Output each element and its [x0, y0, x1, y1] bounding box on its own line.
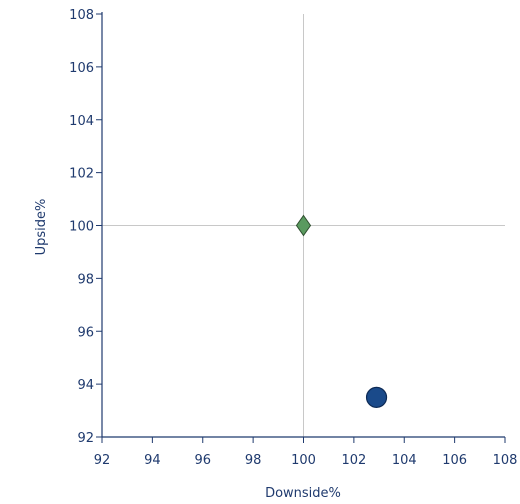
x-tick-label: 106 — [442, 453, 467, 468]
y-tick-label: 104 — [69, 114, 94, 129]
ticks: 92 94 96 98 100 102 104 106 108 92 94 96 98 100 102 104… — [69, 8, 517, 468]
x-tick-label: 96 — [194, 453, 211, 468]
x-tick-label: 104 — [392, 453, 417, 468]
x-tick-label: 100 — [291, 453, 316, 468]
y-axis-title: Upside% — [34, 199, 49, 256]
x-tick-label: 108 — [493, 453, 518, 468]
y-tick-label: 98 — [77, 272, 94, 287]
data-point-circle — [365, 386, 388, 408]
y-tick-label: 108 — [69, 8, 94, 23]
x-axis-title: Downside% — [265, 486, 341, 501]
y-tick-label: 106 — [69, 61, 94, 76]
x-tick-label: 94 — [144, 453, 161, 468]
data-point-diamond — [295, 214, 312, 237]
y-tick-label: 102 — [69, 167, 94, 182]
x-tick-label: 92 — [94, 453, 111, 468]
y-tick-label: 100 — [69, 220, 94, 235]
x-tick-label: 98 — [245, 453, 262, 468]
data-points — [295, 214, 388, 408]
y-tick-label: 96 — [77, 325, 94, 340]
y-tick-label: 92 — [77, 431, 94, 446]
y-tick-label: 94 — [77, 378, 94, 393]
x-tick-label: 102 — [341, 453, 366, 468]
